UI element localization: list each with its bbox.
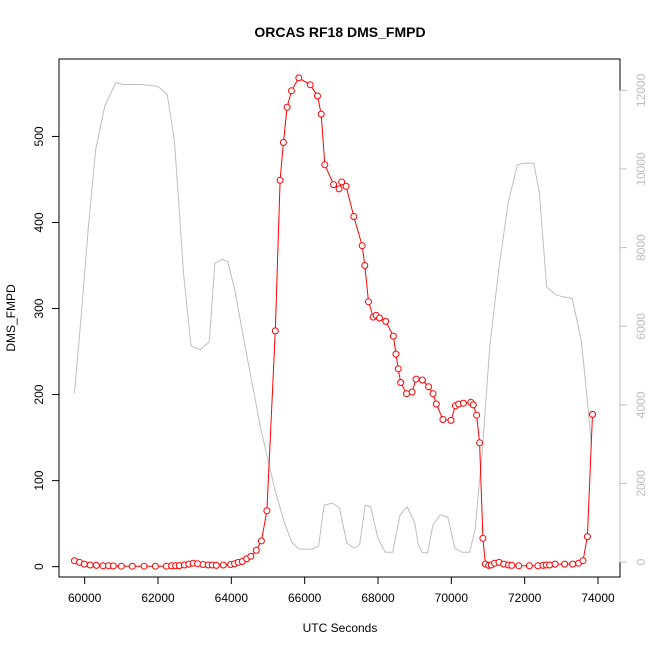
plot-frame <box>58 58 621 578</box>
y-tick-label: 400 <box>32 212 46 232</box>
data-point <box>551 560 559 568</box>
data-point <box>92 561 100 569</box>
x-tick-label: 60000 <box>68 591 102 605</box>
x-tick-label: 74000 <box>581 591 615 605</box>
data-point <box>117 562 125 570</box>
y2-tick-label: 0 <box>634 558 648 565</box>
series-line-left <box>74 77 593 567</box>
y-tick-label: 500 <box>32 126 46 146</box>
data-point <box>128 562 136 570</box>
data-point <box>579 557 587 565</box>
data-point <box>569 560 577 568</box>
data-point <box>314 92 321 100</box>
data-point <box>151 562 159 570</box>
data-point <box>515 562 523 570</box>
data-point <box>479 534 487 542</box>
data-point <box>338 178 346 186</box>
data-point <box>80 560 88 568</box>
data-point <box>392 350 400 358</box>
data-point <box>508 561 516 569</box>
x-axis-label: UTC Seconds <box>303 621 378 635</box>
data-point <box>432 400 440 408</box>
data-point <box>330 181 338 189</box>
x-tick-label: 72000 <box>508 591 542 605</box>
data-point <box>279 139 287 146</box>
data-point <box>283 103 291 111</box>
data-point <box>459 399 467 407</box>
data-point <box>263 507 271 515</box>
y-axis-right: 0 2000 4000 6000 8000 10000 12000 <box>619 73 648 565</box>
data-point <box>276 176 284 184</box>
y2-tick-label: 2000 <box>634 470 648 497</box>
data-point <box>389 332 397 340</box>
data-point <box>271 327 279 335</box>
y2-tick-label: 12000 <box>634 73 648 107</box>
data-point <box>382 317 390 325</box>
y2-tick-label: 6000 <box>634 313 648 340</box>
data-point <box>350 213 358 220</box>
data-point <box>306 81 314 89</box>
data-point <box>425 383 433 391</box>
series-layer <box>70 74 596 570</box>
data-point <box>212 561 220 569</box>
data-point <box>365 298 372 306</box>
data-point <box>412 375 420 383</box>
x-axis: 60000 62000 64000 66000 68000 70000 72000 74000 <box>68 576 615 605</box>
data-point <box>288 87 295 95</box>
data-point <box>140 562 148 570</box>
y-tick-label: 0 <box>32 563 46 570</box>
data-point <box>252 546 260 554</box>
data-point <box>429 390 437 398</box>
data-point <box>335 185 343 193</box>
y2-tick-label: 4000 <box>634 391 648 418</box>
data-point <box>418 376 426 384</box>
series-line-right <box>73 82 592 554</box>
data-point <box>397 379 405 386</box>
y2-tick-label: 10000 <box>634 152 648 186</box>
data-point <box>257 537 265 545</box>
data-point <box>469 401 477 409</box>
x-tick-label: 62000 <box>141 591 175 605</box>
data-point <box>247 552 255 560</box>
data-point <box>317 110 325 118</box>
data-point <box>473 411 481 419</box>
data-point <box>525 562 533 570</box>
data-point <box>408 388 416 396</box>
y2-tick-label: 8000 <box>634 234 648 261</box>
x-tick-label: 68000 <box>361 591 395 605</box>
x-tick-label: 66000 <box>288 591 322 605</box>
data-point <box>476 439 484 447</box>
data-point <box>546 561 554 569</box>
data-point <box>86 561 94 569</box>
data-point <box>589 410 596 418</box>
x-tick-label: 70000 <box>435 591 469 605</box>
data-point <box>219 561 227 569</box>
chart-title: ORCAS RF18 DMS_FMPD <box>254 24 425 40</box>
data-point <box>561 560 569 568</box>
data-point <box>394 365 402 373</box>
x-tick-label: 64000 <box>215 591 249 605</box>
data-point <box>583 533 591 541</box>
y-axis-left: 0 100 200 300 400 500 <box>32 126 60 570</box>
data-point <box>439 416 447 423</box>
data-point <box>295 74 303 82</box>
y-tick-label: 300 <box>32 298 46 318</box>
y-axis-label: DMS_FMPD <box>4 284 18 352</box>
data-point <box>358 242 366 250</box>
data-point <box>321 161 329 169</box>
y-tick-label: 100 <box>32 470 46 490</box>
data-point <box>109 562 117 570</box>
data-point <box>342 182 350 190</box>
data-point <box>376 314 383 322</box>
data-point <box>447 416 455 424</box>
y-tick-label: 200 <box>32 384 46 404</box>
data-point <box>361 262 369 269</box>
